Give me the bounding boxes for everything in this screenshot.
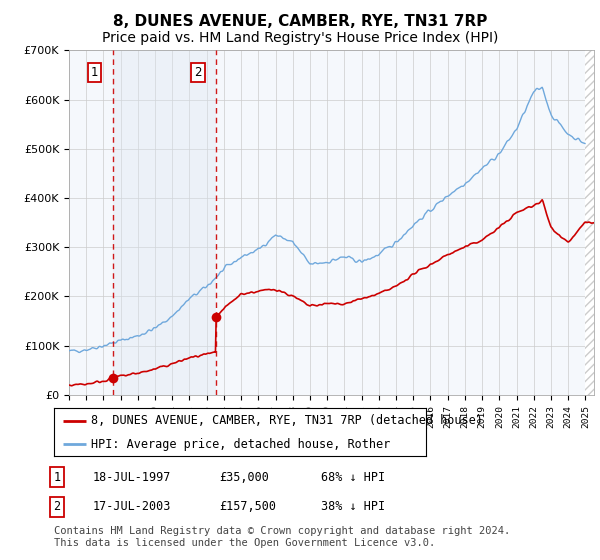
Text: 18-JUL-1997: 18-JUL-1997	[93, 470, 172, 484]
Text: 8, DUNES AVENUE, CAMBER, RYE, TN31 7RP: 8, DUNES AVENUE, CAMBER, RYE, TN31 7RP	[113, 14, 487, 29]
Bar	[586, 50, 594, 395]
Text: 1: 1	[53, 470, 61, 484]
Text: 38% ↓ HPI: 38% ↓ HPI	[321, 500, 385, 514]
Text: £157,500: £157,500	[219, 500, 276, 514]
Text: Contains HM Land Registry data © Crown copyright and database right 2024.
This d: Contains HM Land Registry data © Crown c…	[54, 526, 510, 548]
Text: 2: 2	[194, 66, 202, 79]
Text: 2: 2	[53, 500, 61, 514]
Text: 8, DUNES AVENUE, CAMBER, RYE, TN31 7RP (detached house): 8, DUNES AVENUE, CAMBER, RYE, TN31 7RP (…	[91, 414, 483, 427]
Text: £35,000: £35,000	[219, 470, 269, 484]
Bar	[586, 50, 594, 395]
Text: HPI: Average price, detached house, Rother: HPI: Average price, detached house, Roth…	[91, 438, 391, 451]
Bar	[113, 50, 216, 395]
Text: Price paid vs. HM Land Registry's House Price Index (HPI): Price paid vs. HM Land Registry's House …	[102, 31, 498, 45]
Bar	[586, 50, 594, 395]
Text: 68% ↓ HPI: 68% ↓ HPI	[321, 470, 385, 484]
Text: 17-JUL-2003: 17-JUL-2003	[93, 500, 172, 514]
Text: 1: 1	[91, 66, 98, 79]
